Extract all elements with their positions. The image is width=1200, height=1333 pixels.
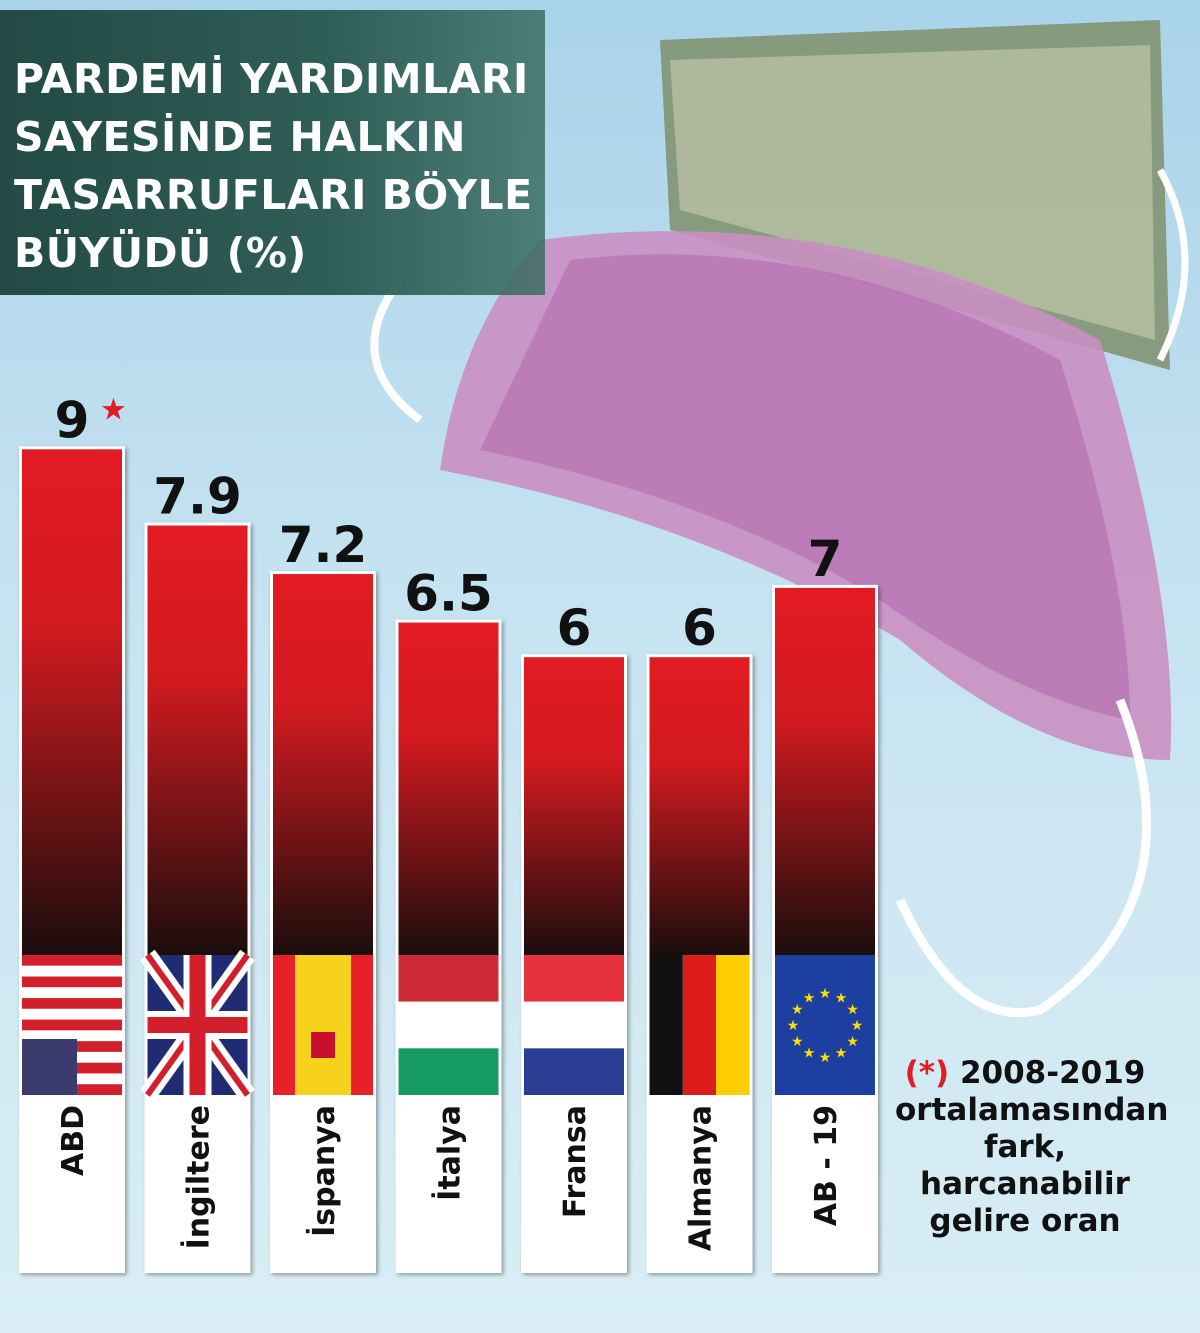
bar-group: 9 ★ ABD — [19, 391, 127, 1273]
flag-spain — [273, 955, 373, 1095]
money-masks-illustration — [370, 20, 1189, 1018]
bar — [524, 657, 624, 955]
svg-text:★: ★ — [846, 1034, 859, 1050]
category-label: Almanya — [684, 1105, 719, 1251]
category-label: AB - 19 — [809, 1105, 844, 1226]
bar — [398, 622, 499, 955]
svg-text:★: ★ — [835, 990, 848, 1006]
value-label: 6.5 — [404, 565, 493, 623]
flag-eu: ★★★★★★★★★ ★ ★★ — [775, 955, 875, 1095]
bar — [22, 449, 122, 955]
footnote-text: ortalamasından fark, harcanabilir gelire… — [895, 1092, 1169, 1239]
flag-uk — [140, 949, 255, 1101]
bar-group: 6.5 İtalya — [395, 565, 502, 1273]
bar — [649, 657, 750, 955]
flag-germany — [649, 955, 750, 1095]
svg-text:★: ★ — [851, 1018, 864, 1034]
svg-text:★: ★ — [835, 1046, 848, 1062]
svg-text:★: ★ — [803, 990, 816, 1006]
category-label: Fransa — [558, 1105, 593, 1218]
bar — [147, 525, 248, 955]
value-label: 9 — [55, 391, 90, 449]
value-label: 7.9 — [153, 468, 242, 526]
svg-text:★: ★ — [819, 1050, 832, 1066]
value-label: 6 — [557, 599, 592, 657]
svg-text:★: ★ — [791, 1034, 804, 1050]
category-label: İtalya — [432, 1105, 468, 1201]
chart-title: PARDEMİ YARDIMLARI SAYESİNDE HALKIN TASA… — [14, 55, 533, 277]
star-icon: ★ — [100, 392, 127, 427]
title-banner: PARDEMİ YARDIMLARI SAYESİNDE HALKIN TASA… — [0, 10, 545, 295]
category-label: ABD — [56, 1105, 91, 1176]
bar-group: 6 Fransa — [521, 599, 627, 1273]
value-label: 6 — [682, 599, 717, 657]
svg-text:★: ★ — [819, 986, 832, 1002]
bar-group: 7.9 İngiltere — [140, 468, 255, 1273]
footnote: (*) 2008-2019 ortalamasından fark, harca… — [895, 1055, 1168, 1240]
flag-france — [524, 955, 624, 1095]
svg-text:★: ★ — [787, 1018, 800, 1034]
value-label: 7.2 — [279, 516, 368, 574]
svg-text:★: ★ — [791, 1002, 804, 1018]
bar — [273, 574, 373, 955]
footnote-years: 2008-2019 — [959, 1055, 1146, 1091]
flag-italy — [398, 955, 499, 1095]
bar-group: ★★★★★★★★★ ★ ★★7AB - 19 — [772, 530, 878, 1273]
svg-text:★: ★ — [846, 1002, 859, 1018]
footnote-marker: (*) — [904, 1055, 950, 1091]
svg-text:★: ★ — [803, 1046, 816, 1062]
flag-usa — [22, 955, 122, 1095]
bar — [775, 587, 875, 955]
bar-group: 7.2 İspanya — [270, 516, 376, 1273]
category-label: İspanya — [306, 1105, 342, 1237]
bar-group: 6 Almanya — [646, 599, 753, 1273]
value-label: 7 — [808, 530, 843, 588]
category-label: İngiltere — [181, 1105, 217, 1249]
